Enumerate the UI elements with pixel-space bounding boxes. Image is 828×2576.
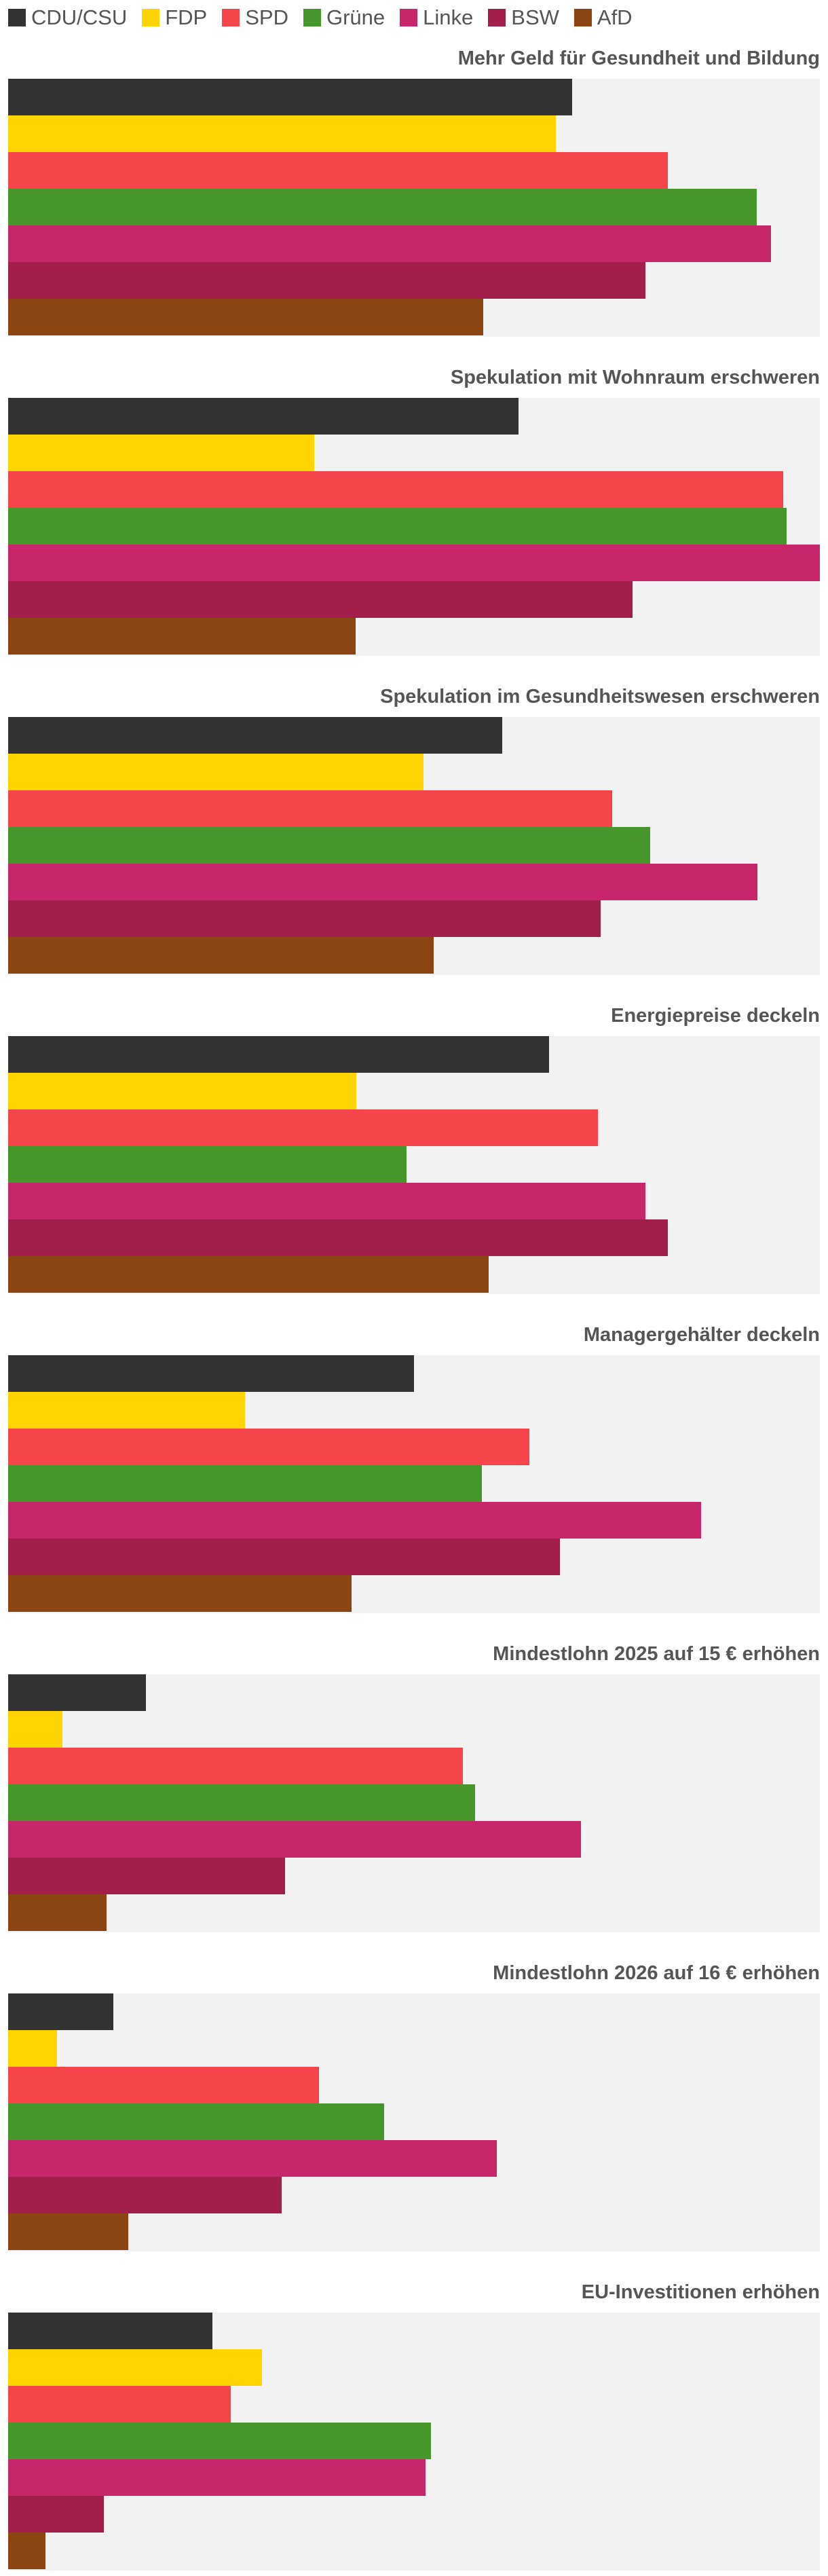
chart-title: EU-Investitionen erhöhen — [581, 2281, 820, 2303]
legend-item-bsw: BSW — [488, 5, 559, 30]
bar-cdu-csu — [8, 1674, 147, 1711]
legend-item-gr-ne: Grüne — [303, 5, 385, 30]
legend-label: Grüne — [326, 5, 385, 29]
bar-bsw — [8, 1539, 561, 1575]
bar-cdu-csu — [8, 1036, 549, 1073]
bar-linke — [8, 1821, 582, 1858]
legend-label: SPD — [245, 5, 288, 29]
legend-item-afd: AfD — [573, 5, 633, 30]
legend-swatch — [8, 9, 26, 26]
chart-plot-area — [8, 1993, 820, 2251]
chart-title: Spekulation im Gesundheitswesen erschwer… — [380, 686, 820, 707]
legend: CDU/CSU FDP SPD Grüne Linke BSW AfD — [8, 4, 633, 31]
bar-fdp — [8, 115, 557, 152]
bar-afd — [8, 618, 356, 655]
bar-linke — [8, 225, 772, 262]
chart-plot-area — [8, 1036, 820, 1294]
bar-afd — [8, 1575, 352, 1612]
bar-linke — [8, 1502, 702, 1539]
legend-label: AfD — [597, 5, 633, 29]
bar-bsw — [8, 262, 645, 299]
legend-label: CDU/CSU — [31, 5, 128, 29]
legend-label: Linke — [423, 5, 474, 29]
bar-bsw — [8, 581, 633, 618]
chart-title: Mindestlohn 2026 auf 16 € erhöhen — [493, 1962, 820, 1984]
legend-label: FDP — [165, 5, 208, 29]
bar-afd — [8, 2213, 128, 2250]
bar-fdp — [8, 1073, 357, 1109]
bar-gr-ne — [8, 827, 651, 864]
bar-afd — [8, 2533, 46, 2569]
bar-spd — [8, 2067, 320, 2103]
chart-plot-area — [8, 1355, 820, 1613]
legend-label: BSW — [511, 5, 559, 29]
bar-spd — [8, 1429, 529, 1465]
bar-fdp — [8, 1392, 246, 1429]
bar-gr-ne — [8, 1465, 483, 1502]
chart-plot-area — [8, 398, 820, 656]
bar-gr-ne — [8, 508, 787, 545]
bar-linke — [8, 1183, 645, 1219]
chart-plot-area — [8, 717, 820, 975]
chart-title: Mehr Geld für Gesundheit und Bildung — [457, 48, 820, 69]
bar-cdu-csu — [8, 79, 573, 115]
bar-afd — [8, 1894, 107, 1931]
bar-cdu-csu — [8, 1355, 414, 1392]
chart-plot-area — [8, 79, 820, 337]
bar-spd — [8, 152, 669, 189]
legend-swatch — [303, 9, 321, 26]
bar-bsw — [8, 1219, 669, 1256]
legend-item-spd: SPD — [222, 5, 288, 30]
chart-title: Mindestlohn 2025 auf 15 € erhöhen — [493, 1643, 820, 1665]
legend-swatch — [573, 9, 592, 26]
bar-gr-ne — [8, 2423, 432, 2459]
bar-linke — [8, 2459, 426, 2496]
bar-bsw — [8, 2496, 105, 2533]
bar-fdp — [8, 1711, 63, 1748]
bar-cdu-csu — [8, 398, 519, 435]
bar-gr-ne — [8, 189, 757, 225]
bar-fdp — [8, 2030, 57, 2067]
legend-swatch — [488, 9, 506, 26]
chart-plot-area — [8, 2313, 820, 2571]
bar-linke — [8, 864, 757, 900]
bar-afd — [8, 937, 434, 974]
bar-spd — [8, 1748, 463, 1784]
bar-fdp — [8, 435, 314, 471]
bar-bsw — [8, 1858, 285, 1894]
bar-cdu-csu — [8, 717, 503, 754]
bar-bsw — [8, 2177, 282, 2213]
bar-gr-ne — [8, 1146, 407, 1183]
bar-cdu-csu — [8, 2313, 213, 2349]
bar-spd — [8, 2386, 231, 2423]
legend-item-linke: Linke — [400, 5, 473, 30]
bar-gr-ne — [8, 1784, 475, 1821]
bar-afd — [8, 1256, 489, 1293]
bar-cdu-csu — [8, 1993, 114, 2030]
chart-title: Spekulation mit Wohnraum erschweren — [450, 367, 820, 388]
legend-item-fdp: FDP — [142, 5, 207, 30]
bar-spd — [8, 471, 784, 508]
bar-fdp — [8, 754, 424, 790]
chart-plot-area — [8, 1674, 820, 1932]
chart-title: Managergehälter deckeln — [583, 1324, 820, 1346]
chart-title: Energiepreise deckeln — [611, 1005, 820, 1027]
bar-bsw — [8, 900, 601, 937]
bar-fdp — [8, 2349, 263, 2386]
bar-gr-ne — [8, 2103, 384, 2140]
legend-swatch — [400, 9, 418, 26]
legend-item-cdu-csu: CDU/CSU — [8, 5, 127, 30]
bar-linke — [8, 545, 820, 581]
bar-spd — [8, 1109, 599, 1146]
legend-swatch — [222, 9, 240, 26]
legend-swatch — [142, 9, 160, 26]
bar-linke — [8, 2140, 497, 2177]
bar-spd — [8, 790, 612, 827]
bar-afd — [8, 299, 483, 335]
